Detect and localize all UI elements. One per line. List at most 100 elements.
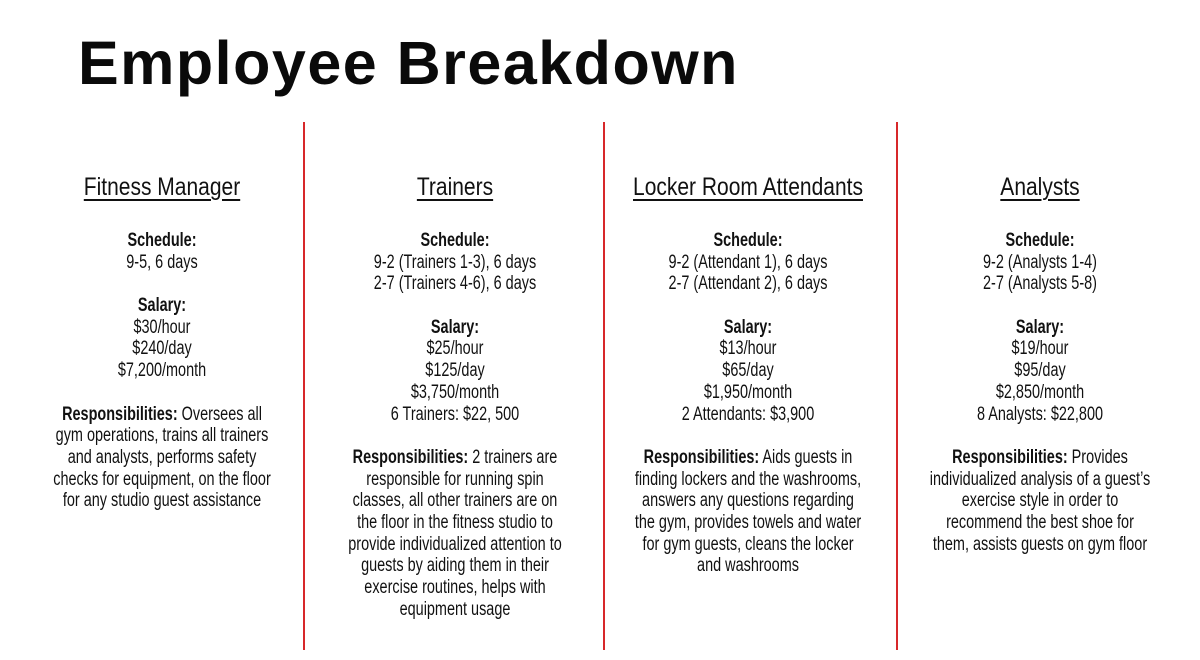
responsibilities-text: equipment usage — [399, 598, 511, 620]
salary-line: $65/day — [722, 360, 774, 382]
salary-line: 8 Analysts: $22,800 — [976, 403, 1104, 425]
responsibilities-line: classes, all other trainers are on — [341, 490, 569, 512]
employee-column: Fitness Manager Schedule: 9-5, 6 days Salar… — [12, 170, 312, 512]
employee-column: Analysts Schedule: 9-2 (Analysts 1-4) 2-7 (… — [890, 170, 1190, 555]
salary-line: $30/hour — [133, 316, 191, 338]
employee-column: Trainers Schedule: 9-2 (Trainers 1-3), 6 d… — [305, 170, 605, 620]
responsibilities-label: Responsibilities: — [952, 446, 1068, 468]
responsibilities-text: recommend the best shoe for — [946, 511, 1134, 533]
schedule-line: 9-5, 6 days — [126, 251, 198, 273]
responsibilities-text: 2 trainers are — [468, 446, 558, 468]
spacer — [890, 425, 1190, 447]
schedule-label-text: Schedule: — [1005, 230, 1075, 251]
salary-label-text: Salary: — [430, 316, 480, 338]
responsibilities-line: individualized analysis of a guest’s — [926, 469, 1154, 491]
responsibilities-line: Responsibilities: Provides — [926, 447, 1154, 469]
responsibilities-text: gym operations, trains all trainers — [55, 425, 269, 447]
schedule-label: Schedule: — [48, 230, 276, 252]
spacer — [890, 295, 1190, 317]
role-heading: Locker Room Attendants — [633, 173, 863, 201]
salary-line: $3,750/month — [410, 381, 500, 403]
responsibilities-text: Oversees all — [177, 403, 262, 425]
schedule-line: 2-7 (Trainers 4-6), 6 days — [373, 273, 537, 295]
schedule-line: 9-2 (Analysts 1-4) — [983, 251, 1097, 273]
responsibilities-label: Responsibilities: — [643, 446, 760, 468]
responsibilities-text: responsible for running spin — [366, 468, 544, 490]
responsibilities-line: Responsibilities: Oversees all — [48, 404, 276, 426]
responsibilities-text: classes, all other trainers are on — [352, 490, 558, 512]
responsibilities-text: for gym guests, cleans the locker — [642, 533, 854, 555]
column-divider — [896, 122, 898, 650]
responsibilities-line: provide individualized attention to — [341, 534, 569, 556]
responsibilities-text: them, assists guests on gym floor — [932, 533, 1148, 555]
responsibilities-text: guests by aiding them in their — [361, 555, 549, 577]
salary-line: $2,850/month — [995, 381, 1085, 403]
salary-label-text: Salary: — [723, 316, 773, 338]
salary-label: Salary: — [48, 295, 276, 317]
spacer — [598, 295, 898, 317]
responsibilities-text: exercise style in order to — [961, 490, 1119, 512]
page-title: Employee Breakdown — [78, 29, 739, 97]
responsibilities-text: individualized analysis of a guest’s — [929, 468, 1151, 490]
schedule-line: 9-2 (Trainers 1-3), 6 days — [373, 251, 537, 273]
schedule-line: 2-7 (Attendant 2), 6 days — [668, 273, 828, 295]
responsibilities-line: and analysts, performs safety — [48, 447, 276, 469]
responsibilities-line: Responsibilities: Aids guests in — [634, 447, 862, 469]
responsibilities-line: answers any questions regarding — [634, 490, 862, 512]
role-heading: Trainers — [416, 173, 494, 201]
salary-label: Salary: — [634, 317, 862, 339]
salary-line: $240/day — [132, 338, 192, 360]
schedule-label-text: Schedule: — [127, 230, 197, 251]
responsibilities-line: them, assists guests on gym floor — [926, 534, 1154, 556]
responsibilities-line: the gym, provides towels and water — [634, 512, 862, 534]
role-heading: Fitness Manager — [83, 173, 241, 201]
responsibilities-label: Responsibilities: — [352, 446, 469, 468]
responsibilities-line: Responsibilities: 2 trainers are — [341, 447, 569, 469]
column-divider — [303, 122, 305, 650]
salary-line: $95/day — [1014, 360, 1066, 382]
schedule-label: Schedule: — [634, 230, 862, 252]
column-divider — [603, 122, 605, 650]
role-heading: Analysts — [1000, 173, 1080, 201]
salary-label-text: Salary: — [137, 295, 187, 317]
responsibilities-line: gym operations, trains all trainers — [48, 425, 276, 447]
spacer — [305, 295, 605, 317]
responsibilities-text: answers any questions regarding — [642, 490, 854, 512]
spacer — [12, 382, 312, 404]
salary-line: $7,200/month — [117, 360, 207, 382]
responsibilities-text: finding lockers and the washrooms, — [634, 468, 862, 490]
employee-column: Locker Room Attendants Schedule: 9-2 (Atte… — [598, 170, 898, 577]
schedule-label-text: Schedule: — [420, 230, 490, 251]
responsibilities-line: for any studio guest assistance — [48, 490, 276, 512]
spacer — [12, 273, 312, 295]
responsibilities-line: exercise routines, helps with — [341, 577, 569, 599]
responsibilities-text: the gym, provides towels and water — [634, 511, 862, 533]
responsibilities-text: checks for equipment, on the floor — [53, 468, 271, 490]
responsibilities-text: the floor in the fitness studio to — [357, 511, 553, 533]
responsibilities-line: guests by aiding them in their — [341, 555, 569, 577]
spacer — [598, 425, 898, 447]
responsibilities-text: for any studio guest assistance — [62, 490, 262, 512]
responsibilities-text: provide individualized attention to — [348, 533, 562, 555]
salary-line: $19/hour — [1011, 338, 1069, 360]
salary-line: $125/day — [425, 360, 485, 382]
responsibilities-text: Aids guests in — [759, 446, 853, 468]
salary-label: Salary: — [926, 317, 1154, 339]
responsibilities-line: finding lockers and the washrooms, — [634, 469, 862, 491]
schedule-label-text: Schedule: — [713, 230, 783, 251]
responsibilities-text: and analysts, performs safety — [67, 446, 257, 468]
salary-line: $13/hour — [719, 338, 777, 360]
salary-line: $1,950/month — [703, 381, 793, 403]
responsibilities-line: equipment usage — [341, 599, 569, 621]
schedule-line: 9-2 (Attendant 1), 6 days — [668, 251, 828, 273]
schedule-label: Schedule: — [341, 230, 569, 252]
schedule-line: 2-7 (Analysts 5-8) — [983, 273, 1097, 295]
salary-label-text: Salary: — [1015, 316, 1065, 338]
responsibilities-line: responsible for running spin — [341, 469, 569, 491]
spacer — [305, 425, 605, 447]
schedule-label: Schedule: — [926, 230, 1154, 252]
responsibilities-line: exercise style in order to — [926, 490, 1154, 512]
salary-line: 2 Attendants: $3,900 — [681, 403, 815, 425]
salary-line: 6 Trainers: $22, 500 — [390, 403, 520, 425]
responsibilities-line: checks for equipment, on the floor — [48, 469, 276, 491]
